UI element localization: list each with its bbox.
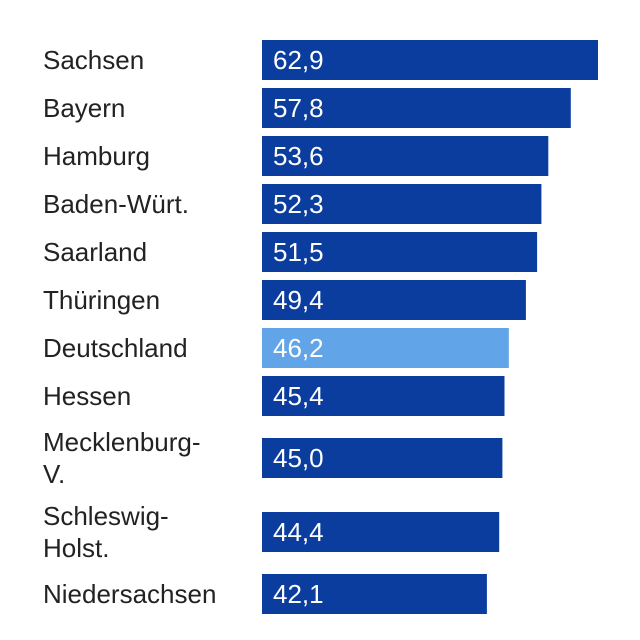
bar-10 [262,512,500,552]
bar-value-label: 44,4 [273,517,324,547]
bar-value-label: 53,6 [273,141,324,171]
category-label: Schleswig-Holst. [43,501,169,563]
bar-1 [262,40,598,80]
category-label: Thüringen [43,285,160,315]
category-label: Sachsen [43,45,144,75]
bar-9 [262,438,503,478]
category-label-line: V. [43,459,65,489]
category-label: Baden-Würt. [43,189,189,219]
category-label: Hamburg [43,141,150,171]
category-label-line: Hessen [43,381,131,411]
category-label: Hessen [43,381,131,411]
bar-2 [262,88,571,128]
bar-value-label: 51,5 [273,237,324,267]
category-label-line: Baden-Würt. [43,189,189,219]
bar-11 [262,574,487,614]
category-label: Bayern [43,93,125,123]
category-label-line: Sachsen [43,45,144,75]
bar-value-label: 45,0 [273,443,324,473]
bar-value-label: 46,2 [273,333,324,363]
category-label: Niedersachsen [43,579,216,609]
category-label: Saarland [43,237,147,267]
category-label-line: Mecklenburg- [43,427,201,457]
bar-6 [262,280,526,320]
bar-value-label: 49,4 [273,285,324,315]
bar-3 [262,136,549,176]
category-label-line: Thüringen [43,285,160,315]
category-label: Mecklenburg-V. [43,427,201,489]
category-label-line: Holst. [43,533,109,563]
category-label-line: Saarland [43,237,147,267]
bar-value-label: 62,9 [273,45,324,75]
category-label-line: Niedersachsen [43,579,216,609]
bar-value-label: 57,8 [273,93,324,123]
bar-value-label: 52,3 [273,189,324,219]
bar-4 [262,184,542,224]
bar-value-label: 42,1 [273,579,324,609]
bar-value-label: 45,4 [273,381,324,411]
category-label-line: Bayern [43,93,125,123]
category-label-line: Hamburg [43,141,150,171]
category-label: Deutschland [43,333,188,363]
bar-8 [262,376,505,416]
bar-5 [262,232,538,272]
bar-7 [262,328,509,368]
category-label-line: Deutschland [43,333,188,363]
category-label-line: Schleswig- [43,501,169,531]
